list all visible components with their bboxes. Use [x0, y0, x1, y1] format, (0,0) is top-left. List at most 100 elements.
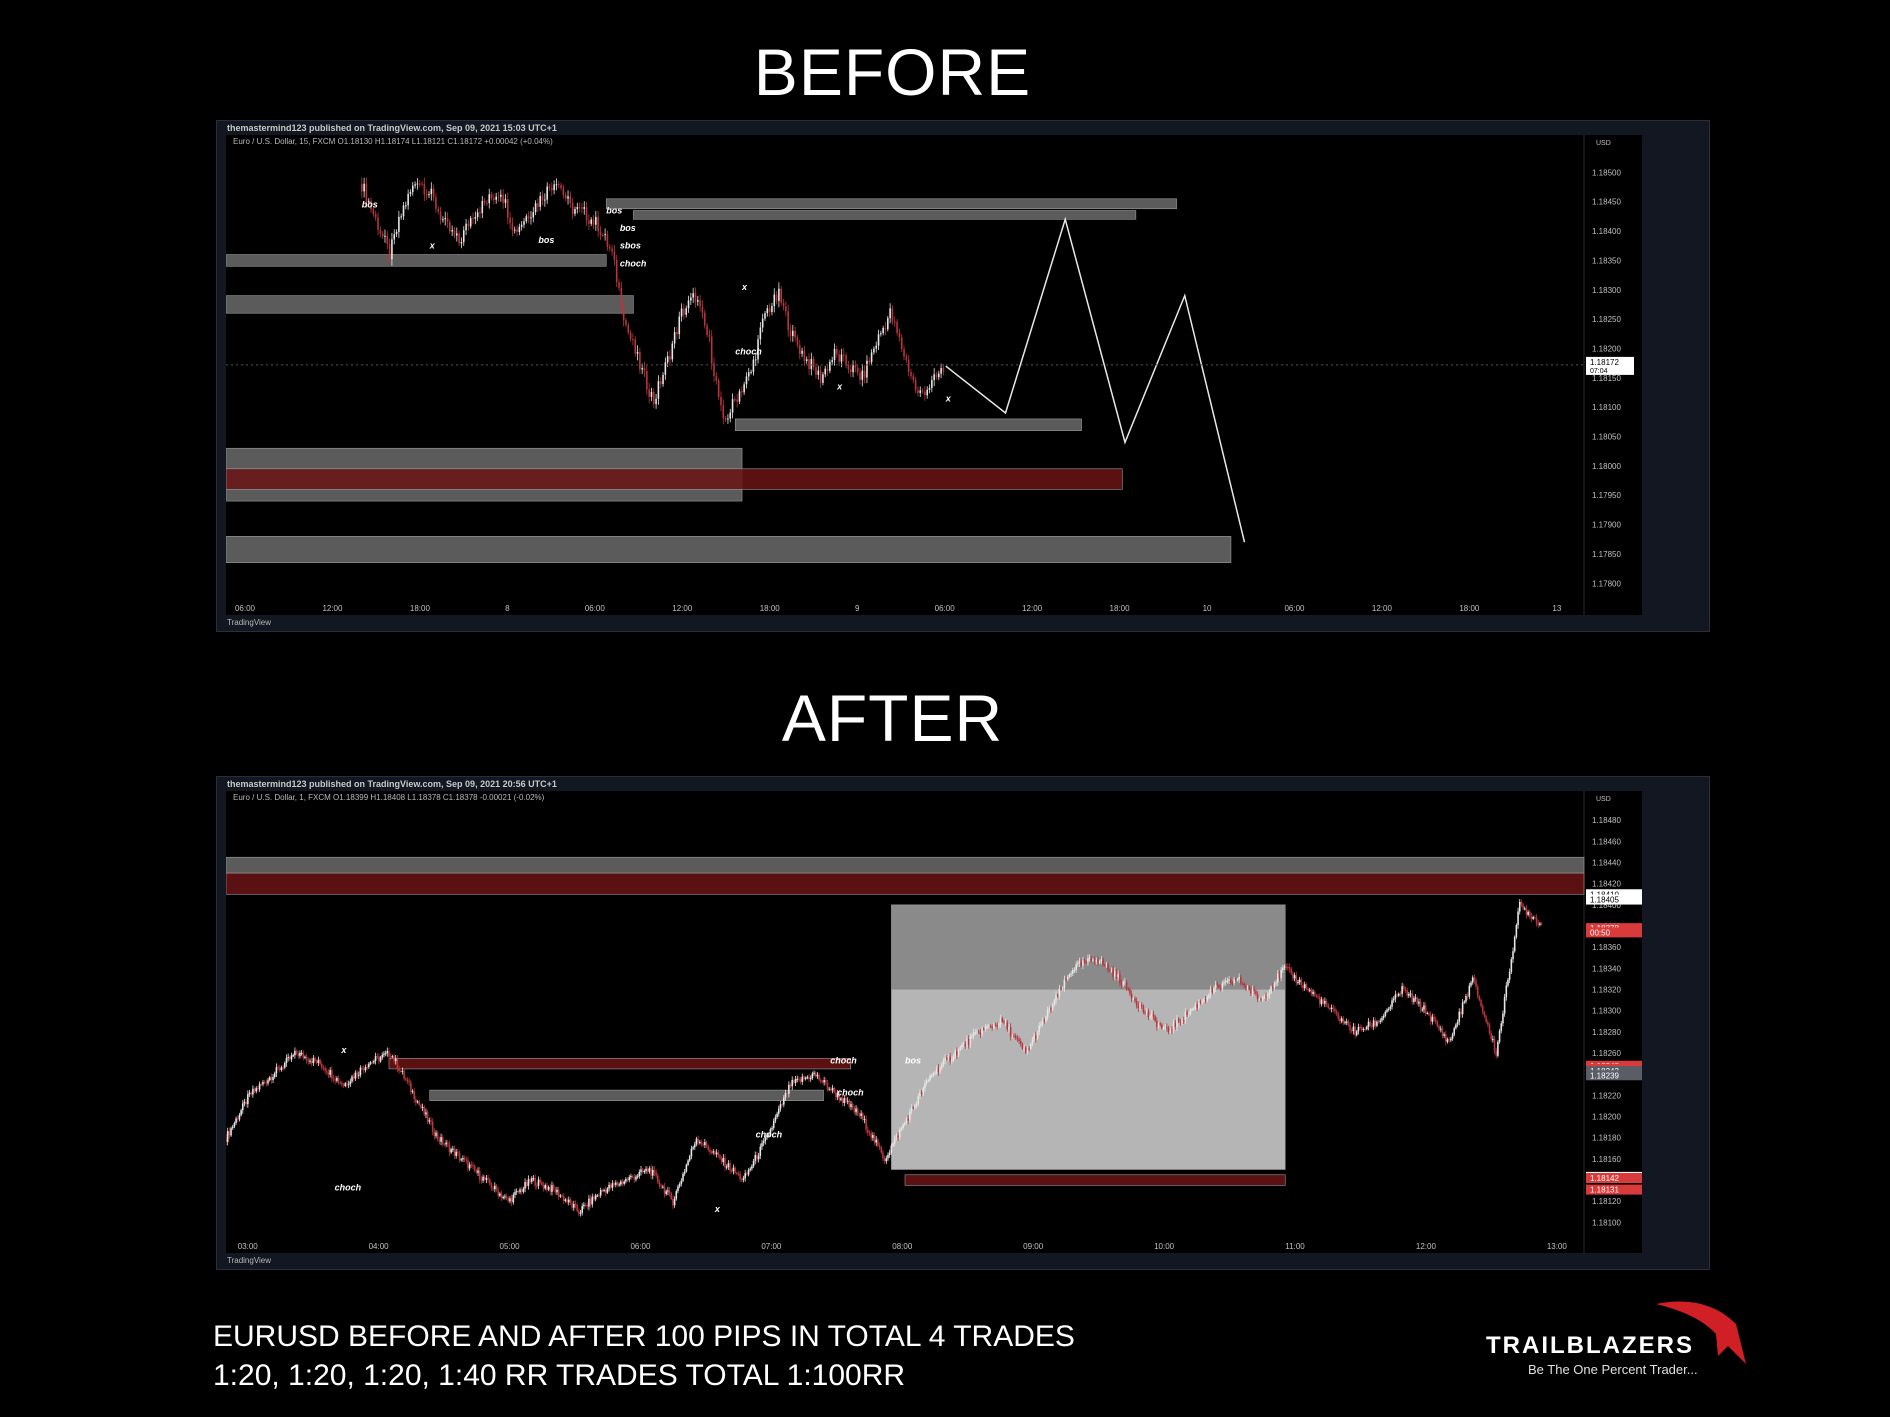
candle-body	[919, 1092, 921, 1097]
candle-body	[248, 1092, 251, 1095]
candle-body	[1174, 1022, 1177, 1027]
candle-body	[1334, 1008, 1336, 1012]
candle-body	[813, 1072, 815, 1074]
candle-body	[240, 1110, 242, 1115]
candle-body	[897, 1135, 899, 1138]
candle-body	[851, 1104, 854, 1109]
candle-body	[821, 1081, 824, 1083]
candle-body	[413, 1091, 415, 1100]
candle-body	[1361, 1027, 1363, 1031]
candle-body	[579, 1212, 582, 1214]
candle-body	[771, 306, 773, 313]
candle-body	[1416, 997, 1419, 1004]
candle-body	[1097, 960, 1099, 963]
candle-body	[341, 1082, 343, 1085]
after-chart-svg[interactable]: x choch choch x choch choch bos 1.18480 1.18460 1…	[226, 791, 1642, 1253]
candle-body	[1329, 1007, 1331, 1010]
candle-body	[863, 370, 866, 378]
zone-position_target-2	[891, 904, 1286, 990]
candle-body	[1253, 989, 1256, 992]
candle-body	[860, 1113, 862, 1116]
price-label-text-7: 1.18239	[1590, 1071, 1619, 1080]
candle-body	[1093, 959, 1096, 962]
candle-body	[451, 230, 453, 232]
candle-body	[928, 387, 931, 390]
candle-body	[1166, 1027, 1168, 1029]
candle-body	[1203, 999, 1205, 1002]
candle-body	[776, 1113, 778, 1117]
candle-body	[485, 1178, 488, 1180]
candle-body	[1184, 1011, 1187, 1021]
candle-body	[402, 205, 405, 217]
candle-body	[1532, 917, 1534, 919]
candle-body	[961, 1045, 963, 1048]
candle-body	[1315, 995, 1318, 997]
price-label-badge-11	[1586, 1184, 1642, 1195]
candle-body	[868, 360, 871, 363]
candle-body	[994, 1024, 997, 1026]
candle-body	[314, 1057, 316, 1061]
candle-body	[542, 1184, 545, 1189]
candle-body	[1505, 985, 1508, 998]
candle-body	[635, 1176, 637, 1180]
candle-body	[1421, 1009, 1424, 1011]
candle-body	[608, 1184, 610, 1189]
candle-body	[265, 1082, 268, 1084]
candle-body	[250, 1092, 253, 1095]
candle-body	[854, 365, 857, 368]
candle-body	[1404, 989, 1407, 991]
candle-body	[1525, 908, 1528, 915]
candle-body	[564, 1199, 567, 1201]
candle-body	[509, 1198, 511, 1202]
candle-body	[418, 1101, 421, 1105]
after-plot-area[interactable]: x choch choch x choch choch bos 1.18480 1.18460 1…	[226, 791, 1642, 1253]
candle-body	[622, 308, 625, 321]
candle-body	[1468, 985, 1471, 997]
candle-body	[1229, 979, 1232, 984]
candle-body	[1256, 993, 1259, 1000]
time-tick-9: 12:00	[1022, 604, 1043, 613]
candle-body	[562, 1196, 565, 1201]
candle-body	[238, 1114, 241, 1120]
candle-body	[1371, 1025, 1373, 1027]
caption-line-1: EURUSD BEFORE AND AFTER 100 PIPS IN TOTA…	[213, 1320, 1075, 1353]
candle-body	[578, 1210, 580, 1214]
before-plot-area[interactable]: bos bos bos sbos choch bos choch x x x x 1.18500 1.1…	[226, 135, 1642, 615]
candle-body	[226, 1131, 229, 1142]
candle-body	[474, 217, 477, 219]
candle-body	[1366, 1026, 1368, 1030]
candle-body	[1218, 985, 1220, 988]
before-chart-svg[interactable]: bos bos bos sbos choch bos choch x x x x 1.18500 1.1…	[226, 135, 1642, 615]
candle-body	[1006, 1022, 1009, 1030]
candle-body	[1487, 1022, 1489, 1025]
candle-body	[764, 1137, 767, 1142]
candle-body	[1251, 989, 1254, 994]
candle-body	[483, 1176, 486, 1180]
price-label-text-11: 1.18131	[1590, 1186, 1619, 1195]
zone-grey-1	[633, 210, 1137, 220]
candle-body	[880, 1147, 883, 1153]
candle-body	[1013, 1035, 1015, 1037]
before-heading: BEFORE	[753, 35, 1032, 109]
candle-body	[804, 1077, 807, 1080]
candle-body	[523, 221, 525, 225]
candle-body	[548, 186, 551, 189]
candle-body	[713, 363, 715, 377]
before-chart-panel[interactable]: themastermind123 published on TradingVie…	[216, 120, 1710, 632]
candle-body	[815, 367, 817, 375]
currency-label: USD	[1596, 140, 1611, 147]
candle-body	[789, 330, 792, 336]
candle-body	[1500, 1023, 1503, 1031]
after-chart-panel[interactable]: themastermind123 published on TradingVie…	[216, 776, 1710, 1270]
candle-body	[1021, 1043, 1024, 1049]
candle-body	[856, 1108, 859, 1115]
price-tick-19: 1.18100	[1592, 1218, 1621, 1227]
candle-body	[581, 1206, 583, 1213]
candle-body	[749, 1168, 752, 1170]
candle-body	[391, 239, 393, 260]
candle-body	[882, 327, 884, 334]
candle-body	[861, 1113, 864, 1120]
candle-body	[768, 308, 771, 313]
candle-body	[1300, 979, 1303, 986]
candle-body	[431, 1121, 434, 1132]
